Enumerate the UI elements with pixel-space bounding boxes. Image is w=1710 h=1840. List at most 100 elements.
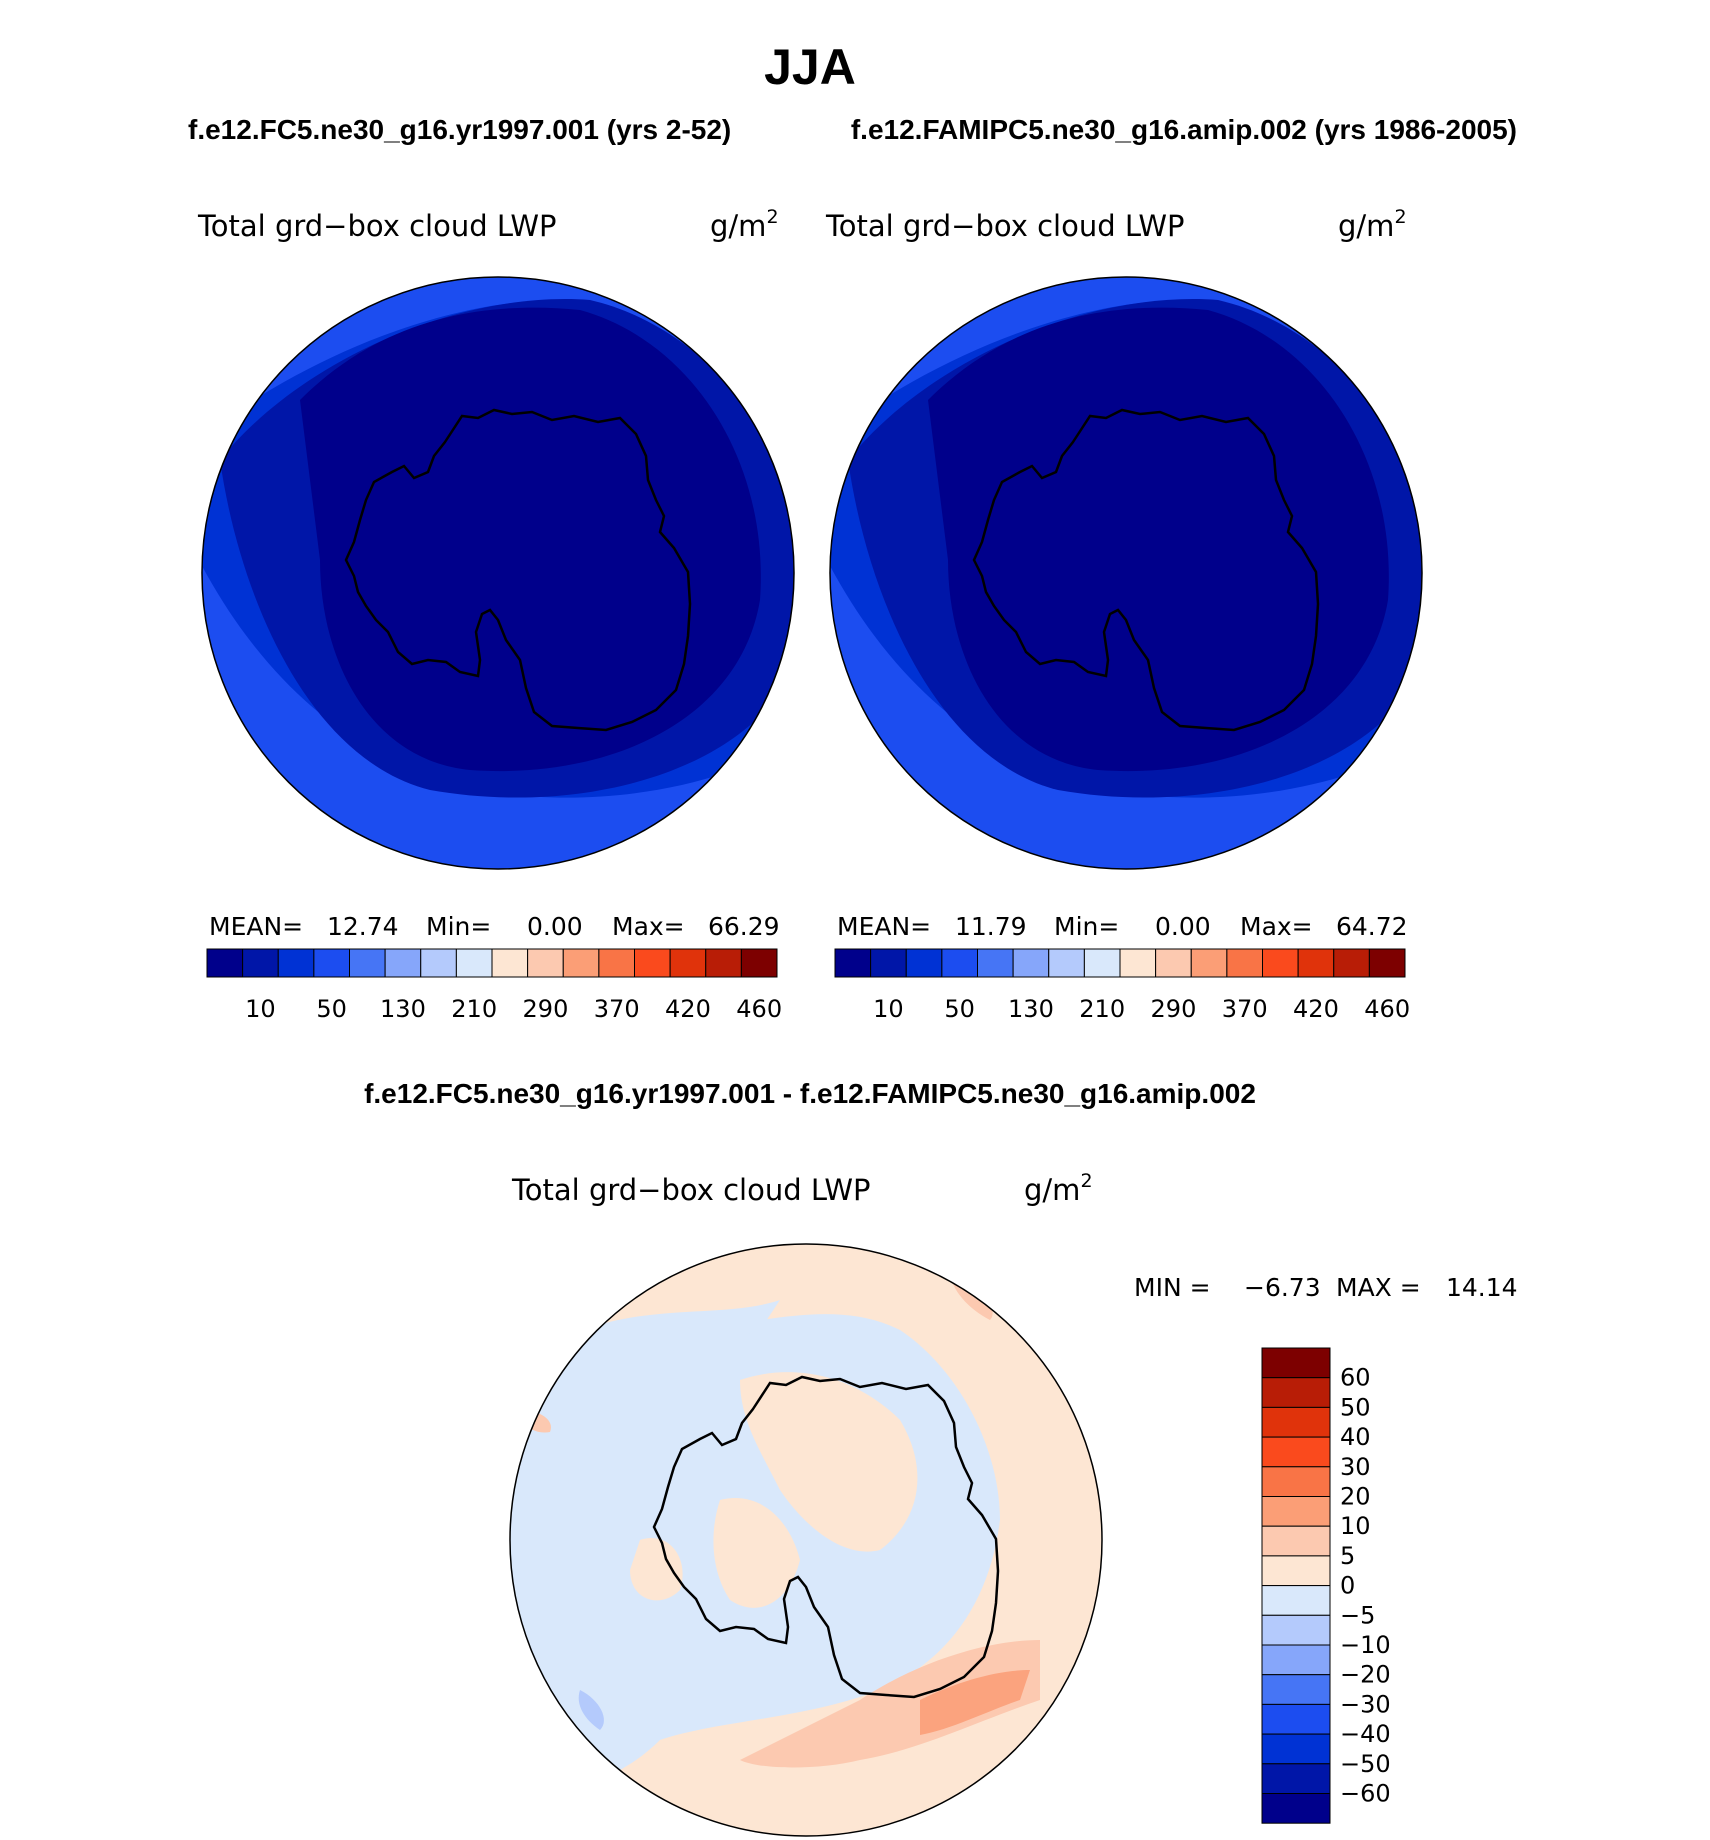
diff-colorbar-swatch: [1261, 1466, 1331, 1498]
season-title: JJA: [764, 39, 856, 95]
panel-1-colorbar-swatch: [491, 948, 529, 978]
panel-2-colorbar-tick-label: 290: [1151, 995, 1197, 1023]
panel-2-colorbar: 10 50 130 210 290 370 420 460: [834, 948, 1410, 1023]
panel-1-colorbar-tick-label: 210: [451, 995, 497, 1023]
diff-colorbar-swatch: [1261, 1733, 1331, 1765]
panel-2-mean-value: 11.79: [955, 912, 1027, 941]
panel-1-mean-label: MEAN=: [209, 912, 303, 941]
panel-2-colorbar-swatch: [1048, 948, 1085, 978]
panel-2-stats: MEAN= 11.79 Min= 0.00 Max= 64.72: [837, 912, 1408, 941]
panel-1-colorbar-tick-label: 370: [594, 995, 640, 1023]
panel-1-colorbar-swatch: [455, 948, 493, 978]
diff-colorbar-tick-label: −60: [1340, 1780, 1391, 1808]
diff-max-label: MAX =: [1336, 1273, 1421, 1302]
panel-1-colorbar-swatch: [669, 948, 707, 978]
diff-colorbar-swatch: [1261, 1644, 1331, 1676]
panel-2-colorbar-swatch: [941, 948, 978, 978]
diff-colorbar-swatch: [1261, 1555, 1331, 1587]
panel-2-colorbar-swatch: [1262, 948, 1299, 978]
diff-colorbar-tick-label: 0: [1340, 1572, 1355, 1600]
panel-2-colorbar-swatch: [1368, 948, 1406, 978]
diff-colorbar-tick-label: 40: [1340, 1423, 1371, 1451]
panel-1-colorbar-tick-label: 420: [665, 995, 711, 1023]
diff-colorbar-tick-label: 20: [1340, 1483, 1371, 1511]
panel-2-colorbar-swatch: [977, 948, 1014, 978]
diff-colorbar-tick-label: −40: [1340, 1720, 1391, 1748]
panel-2-units-label: g/m2: [1338, 206, 1407, 243]
panel-1-units-label: g/m2: [710, 206, 779, 243]
panel-2-colorbar-tick-label: 420: [1293, 995, 1339, 1023]
panel-2-colorbar-swatch: [905, 948, 943, 978]
diff-colorbar-swatch: [1261, 1496, 1331, 1527]
diff-colorbar-tick-label: −10: [1340, 1631, 1391, 1659]
diff-panel-title: f.e12.FC5.ne30_g16.yr1997.001 - f.e12.FA…: [364, 1078, 1256, 1109]
diff-minmax: MIN = −6.73 MAX = 14.14: [1134, 1273, 1518, 1302]
diff-colorbar-tick-label: 5: [1340, 1542, 1355, 1570]
panel-1-colorbar-tick-label: 290: [523, 995, 569, 1023]
panel-1-colorbar-swatch: [634, 948, 671, 978]
panel-2-colorbar-swatch: [834, 948, 872, 978]
panel-1-map-border: [201, 276, 795, 870]
panel-2-case-title: f.e12.FAMIPC5.ne30_g16.amip.002 (yrs 198…: [851, 114, 1517, 145]
diff-colorbar-swatch: [1261, 1406, 1331, 1438]
panel-1-min-value: 0.00: [527, 912, 583, 941]
panel-2-variable-label: Total grd−box cloud LWP: [825, 209, 1185, 243]
panel-1-colorbar-swatch: [740, 948, 778, 978]
panel-2-map-border: [829, 276, 1423, 870]
panel-2-colorbar-swatch: [1155, 948, 1192, 978]
diff-map: [510, 1244, 1102, 1836]
panel-1-colorbar-tick-label: 10: [245, 995, 276, 1023]
diff-colorbar-swatch: [1261, 1674, 1331, 1705]
diff-map-border: [509, 1243, 1103, 1837]
diff-colorbar-tick-label: −50: [1340, 1750, 1391, 1778]
diff-max-value: 14.14: [1446, 1273, 1518, 1302]
diff-colorbar-swatch: [1261, 1763, 1331, 1795]
diff-colorbar-swatch: [1261, 1793, 1331, 1824]
panel-1-colorbar-swatch: [349, 948, 386, 978]
diff-colorbar-swatch: [1261, 1347, 1331, 1379]
panel-2-min-value: 0.00: [1155, 912, 1211, 941]
panel-1-colorbar-tick-label: 130: [380, 995, 426, 1023]
panel-1-colorbar-tick-label: 460: [736, 995, 782, 1023]
panel-1-mean-value: 12.74: [327, 912, 399, 941]
panel-1-colorbar-swatch: [527, 948, 564, 978]
diff-colorbar-tick-label: −20: [1340, 1661, 1391, 1689]
panel-1-colorbar-swatch: [562, 948, 600, 978]
diff-colorbar-tick-label: 30: [1340, 1453, 1371, 1481]
diff-colorbar-tick-label: 50: [1340, 1393, 1371, 1421]
panel-1-colorbar-swatch: [277, 948, 315, 978]
diff-colorbar-swatch: [1261, 1703, 1331, 1735]
panel-1-min-label: Min=: [426, 912, 491, 941]
diff-colorbar-tick-label: 10: [1340, 1512, 1371, 1540]
panel-1-colorbar-swatch: [313, 948, 350, 978]
panel-1-colorbar-swatch: [705, 948, 742, 978]
panel-2-colorbar-swatch: [870, 948, 907, 978]
panel-1-map: [202, 277, 794, 869]
panel-2-colorbar-tick-label: 50: [944, 995, 975, 1023]
panel-2-colorbar-swatch: [1226, 948, 1263, 978]
diff-colorbar-swatch: [1261, 1614, 1331, 1646]
panel-1-colorbar-swatch: [598, 948, 635, 978]
diff-min-label: MIN =: [1134, 1273, 1211, 1302]
panel-2-colorbar-swatch: [1190, 948, 1228, 978]
panel-2-min-label: Min=: [1054, 912, 1119, 941]
panel-2-colorbar-swatch: [1333, 948, 1370, 978]
diff-colorbar-swatch: [1261, 1525, 1331, 1557]
panel-1-max-value: 66.29: [708, 912, 780, 941]
diff-colorbar-swatch: [1261, 1436, 1331, 1468]
panel-2-colorbar-tick-label: 210: [1079, 995, 1125, 1023]
diff-units-label: g/m2: [1024, 1170, 1093, 1207]
panel-2-colorbar-swatch: [1012, 948, 1050, 978]
diff-min-value: −6.73: [1244, 1273, 1321, 1302]
panel-1-colorbar-tick-label: 50: [316, 995, 347, 1023]
panel-2-colorbar-swatch: [1297, 948, 1335, 978]
panel-1-colorbar-swatch: [420, 948, 457, 978]
panel-1-colorbar-swatch: [384, 948, 422, 978]
panel-1-case-title: f.e12.FC5.ne30_g16.yr1997.001 (yrs 2-52): [188, 114, 731, 145]
panel-1-colorbar-swatch: [242, 948, 279, 978]
panel-1-variable-label: Total grd−box cloud LWP: [197, 209, 557, 243]
diff-colorbar-swatch: [1261, 1377, 1331, 1408]
panel-2-map: [830, 277, 1422, 869]
